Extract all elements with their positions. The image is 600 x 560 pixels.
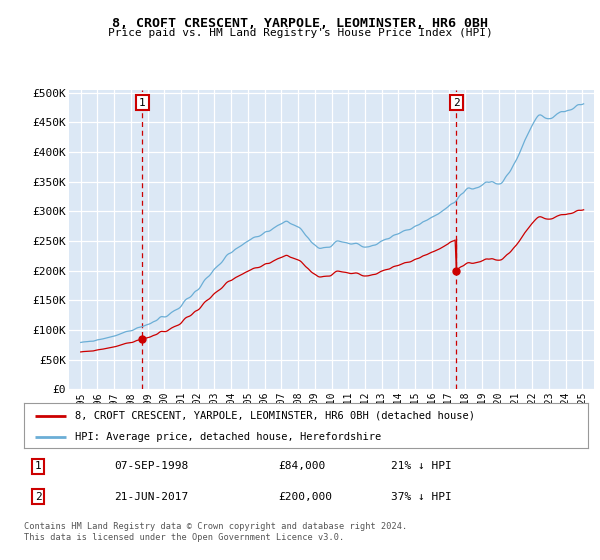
Text: 21-JUN-2017: 21-JUN-2017 [114, 492, 188, 502]
Text: This data is licensed under the Open Government Licence v3.0.: This data is licensed under the Open Gov… [24, 533, 344, 542]
Text: 07-SEP-1998: 07-SEP-1998 [114, 461, 188, 472]
Text: 1: 1 [139, 97, 146, 108]
Text: 21% ↓ HPI: 21% ↓ HPI [391, 461, 451, 472]
Text: HPI: Average price, detached house, Herefordshire: HPI: Average price, detached house, Here… [75, 432, 381, 442]
Text: 2: 2 [35, 492, 41, 502]
Text: Price paid vs. HM Land Registry's House Price Index (HPI): Price paid vs. HM Land Registry's House … [107, 28, 493, 38]
Text: 8, CROFT CRESCENT, YARPOLE, LEOMINSTER, HR6 0BH (detached house): 8, CROFT CRESCENT, YARPOLE, LEOMINSTER, … [75, 410, 475, 421]
Text: 8, CROFT CRESCENT, YARPOLE, LEOMINSTER, HR6 0BH: 8, CROFT CRESCENT, YARPOLE, LEOMINSTER, … [112, 17, 488, 30]
Text: Contains HM Land Registry data © Crown copyright and database right 2024.: Contains HM Land Registry data © Crown c… [24, 522, 407, 531]
Text: £200,000: £200,000 [278, 492, 332, 502]
Text: 1: 1 [35, 461, 41, 472]
Text: 37% ↓ HPI: 37% ↓ HPI [391, 492, 451, 502]
Text: 2: 2 [453, 97, 460, 108]
Text: £84,000: £84,000 [278, 461, 325, 472]
